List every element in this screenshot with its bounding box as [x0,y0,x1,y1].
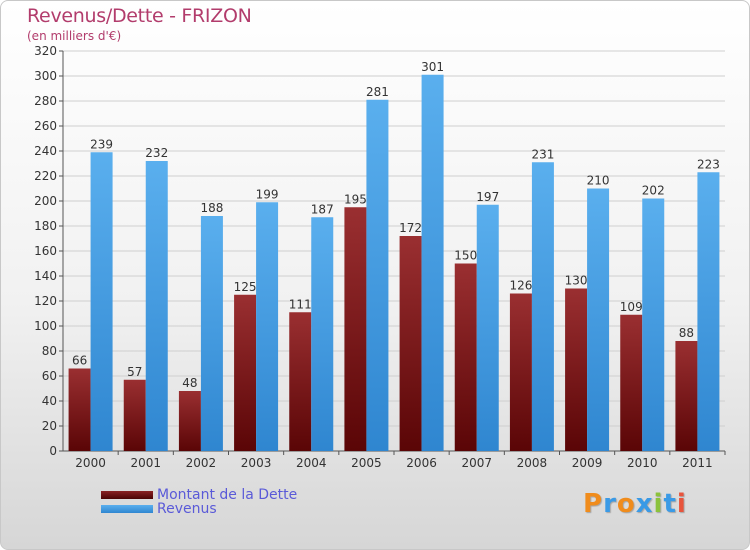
bar-dette [178,391,201,451]
legend-label-revenus: Revenus [157,501,217,517]
y-tick-label: 180 [34,219,57,233]
y-tick-label: 0 [49,444,57,458]
logo-letter: t [663,489,677,519]
x-tick-label: 2004 [296,456,327,470]
data-label-dette: 172 [399,221,422,235]
y-tick-label: 320 [34,44,57,58]
logo-letter: r [603,489,617,519]
y-tick-label: 40 [42,394,57,408]
legend-item-revenus: Revenus [101,501,217,517]
y-tick-label: 220 [34,169,57,183]
proxiti-logo: Proxiti [583,489,687,519]
chart-subtitle: (en milliers d'€) [27,29,122,43]
x-tick-label: 2003 [241,456,272,470]
data-label-revenus: 281 [366,85,389,99]
data-label-revenus: 232 [145,146,168,160]
bar-dette [234,294,257,451]
logo-letter: o [616,489,636,519]
data-label-revenus: 202 [642,184,665,198]
data-label-revenus: 187 [311,202,334,216]
data-label-dette: 66 [72,354,87,368]
data-label-dette: 48 [182,376,197,390]
x-tick-label: 2011 [682,456,713,470]
x-tick-label: 2008 [517,456,548,470]
bar-revenus [476,204,499,451]
y-tick-label: 260 [34,119,57,133]
bar-dette [123,379,146,451]
data-label-dette: 195 [344,192,367,206]
y-tick-label: 140 [34,269,57,283]
bar-revenus [90,152,113,451]
y-tick-label: 20 [42,419,57,433]
data-label-revenus: 223 [697,157,720,171]
legend-item-dette: Montant de la Dette [101,487,297,503]
data-labels: 66 239 57 232 48 188 125 199 111 187 195 281 172 301 1… [72,60,720,390]
x-tick-label: 2005 [351,456,382,470]
bar-revenus [256,202,279,451]
bar-dette [399,236,422,451]
data-label-dette: 111 [289,297,312,311]
x-tick-label: 2010 [627,456,658,470]
data-label-dette: 126 [509,279,532,293]
data-label-dette: 130 [565,274,588,288]
bar-revenus [697,172,720,451]
bar-revenus [587,188,610,451]
bar-dette [675,341,698,451]
y-tick-label: 100 [34,319,57,333]
bars [68,74,720,451]
data-label-dette: 125 [234,280,257,294]
logo-letter: x [635,489,654,519]
bar-dette [620,314,643,451]
axes: 0 20 40 60 80 100 120 140 160 180 200 220 240 260 280 3… [34,44,726,470]
data-label-dette: 150 [454,249,477,263]
logo-letter: P [583,489,604,519]
data-label-revenus: 239 [90,137,113,151]
data-label-revenus: 301 [421,60,444,74]
bar-revenus [642,198,665,451]
legend-swatch-revenus [101,505,153,513]
data-label-revenus: 188 [200,201,223,215]
y-tick-label: 300 [34,69,57,83]
x-tick-label: 2001 [130,456,161,470]
x-tick-label: 2006 [406,456,437,470]
grid-lines [63,50,725,427]
data-label-revenus: 210 [587,174,610,188]
x-tick-label: 2000 [75,456,106,470]
bar-dette [68,368,91,451]
y-tick-label: 240 [34,144,57,158]
logo-letter: i [676,489,687,519]
x-tick-label: 2002 [186,456,217,470]
bar-revenus [366,99,389,451]
y-tick-label: 200 [34,194,57,208]
x-tick-label: 2007 [461,456,492,470]
bar-dette [565,288,588,451]
chart-title: Revenus/Dette - FRIZON [27,5,252,27]
data-label-dette: 57 [127,365,142,379]
y-tick-label: 280 [34,94,57,108]
data-label-revenus: 231 [531,147,554,161]
y-tick-label: 160 [34,244,57,258]
bar-revenus [531,162,554,451]
y-tick-label: 120 [34,294,57,308]
legend-label-dette: Montant de la Dette [157,487,298,503]
legend-swatch-dette [101,491,153,499]
bar-revenus [421,74,444,451]
bar-dette [454,263,477,451]
bar-dette [509,293,532,451]
x-tick-label: 2009 [572,456,603,470]
y-tick-label: 60 [42,369,57,383]
data-label-dette: 109 [620,300,643,314]
data-label-revenus: 199 [256,187,279,201]
data-label-revenus: 197 [476,190,499,204]
bar-revenus [145,161,168,451]
data-label-dette: 88 [679,326,694,340]
bar-dette [289,312,312,451]
y-tick-label: 80 [42,344,57,358]
bar-dette [344,207,367,451]
bar-revenus [311,217,334,451]
bar-revenus [200,216,223,451]
logo-letter: i [653,489,664,519]
